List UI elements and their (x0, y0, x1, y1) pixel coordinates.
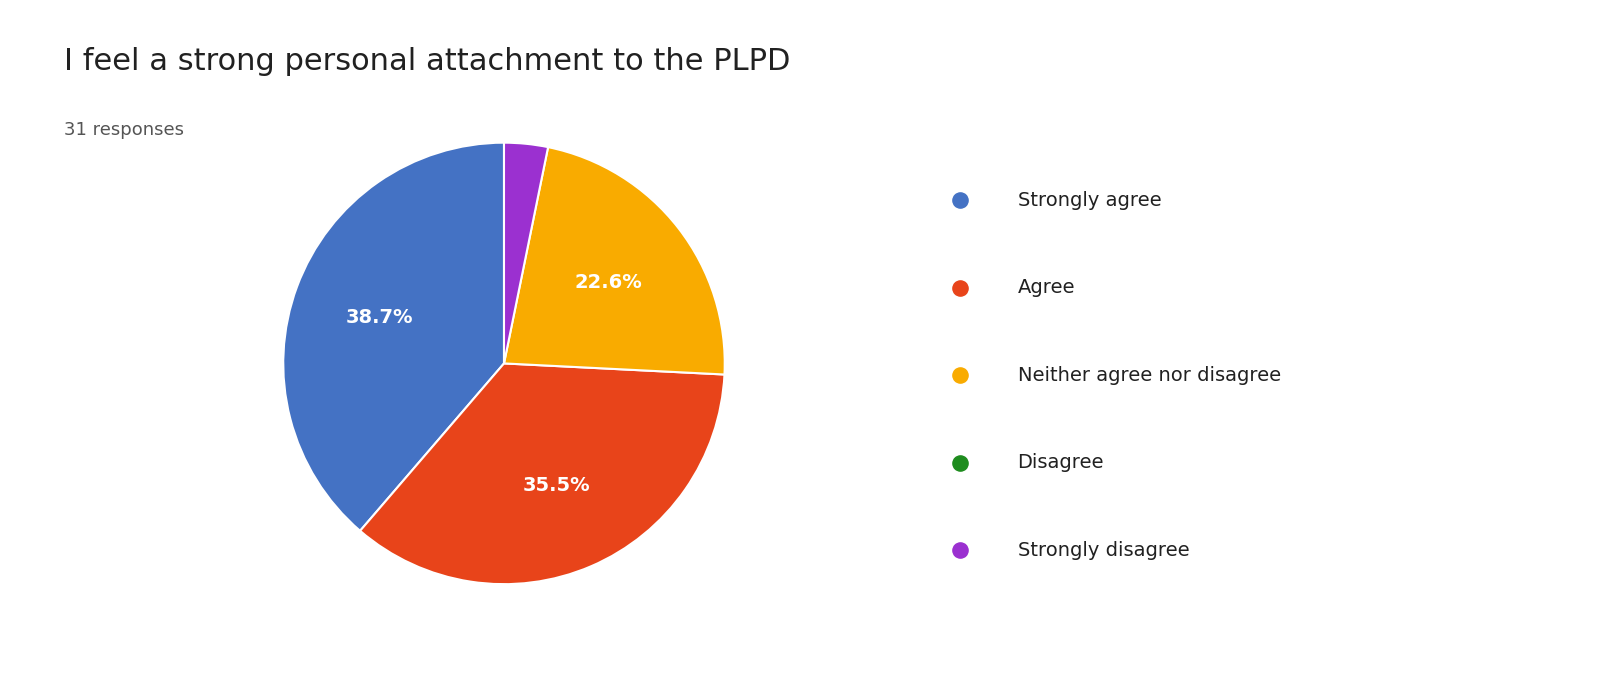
Point (1526, 149, 1552, 160)
Text: 38.7%: 38.7% (346, 308, 413, 327)
Wedge shape (360, 363, 725, 584)
Text: Strongly agree: Strongly agree (1018, 190, 1162, 210)
Text: Disagree: Disagree (1018, 453, 1104, 472)
Text: Strongly disagree: Strongly disagree (1018, 540, 1189, 560)
Text: 22.6%: 22.6% (574, 273, 643, 291)
Text: 35.5%: 35.5% (523, 476, 590, 495)
Text: Agree: Agree (1018, 278, 1075, 297)
Wedge shape (504, 143, 549, 363)
Wedge shape (283, 143, 504, 531)
Text: Neither agree nor disagree: Neither agree nor disagree (1018, 365, 1280, 385)
Text: 31 responses: 31 responses (64, 121, 184, 139)
Text: I feel a strong personal attachment to the PLPD: I feel a strong personal attachment to t… (64, 47, 790, 76)
Wedge shape (504, 147, 725, 374)
